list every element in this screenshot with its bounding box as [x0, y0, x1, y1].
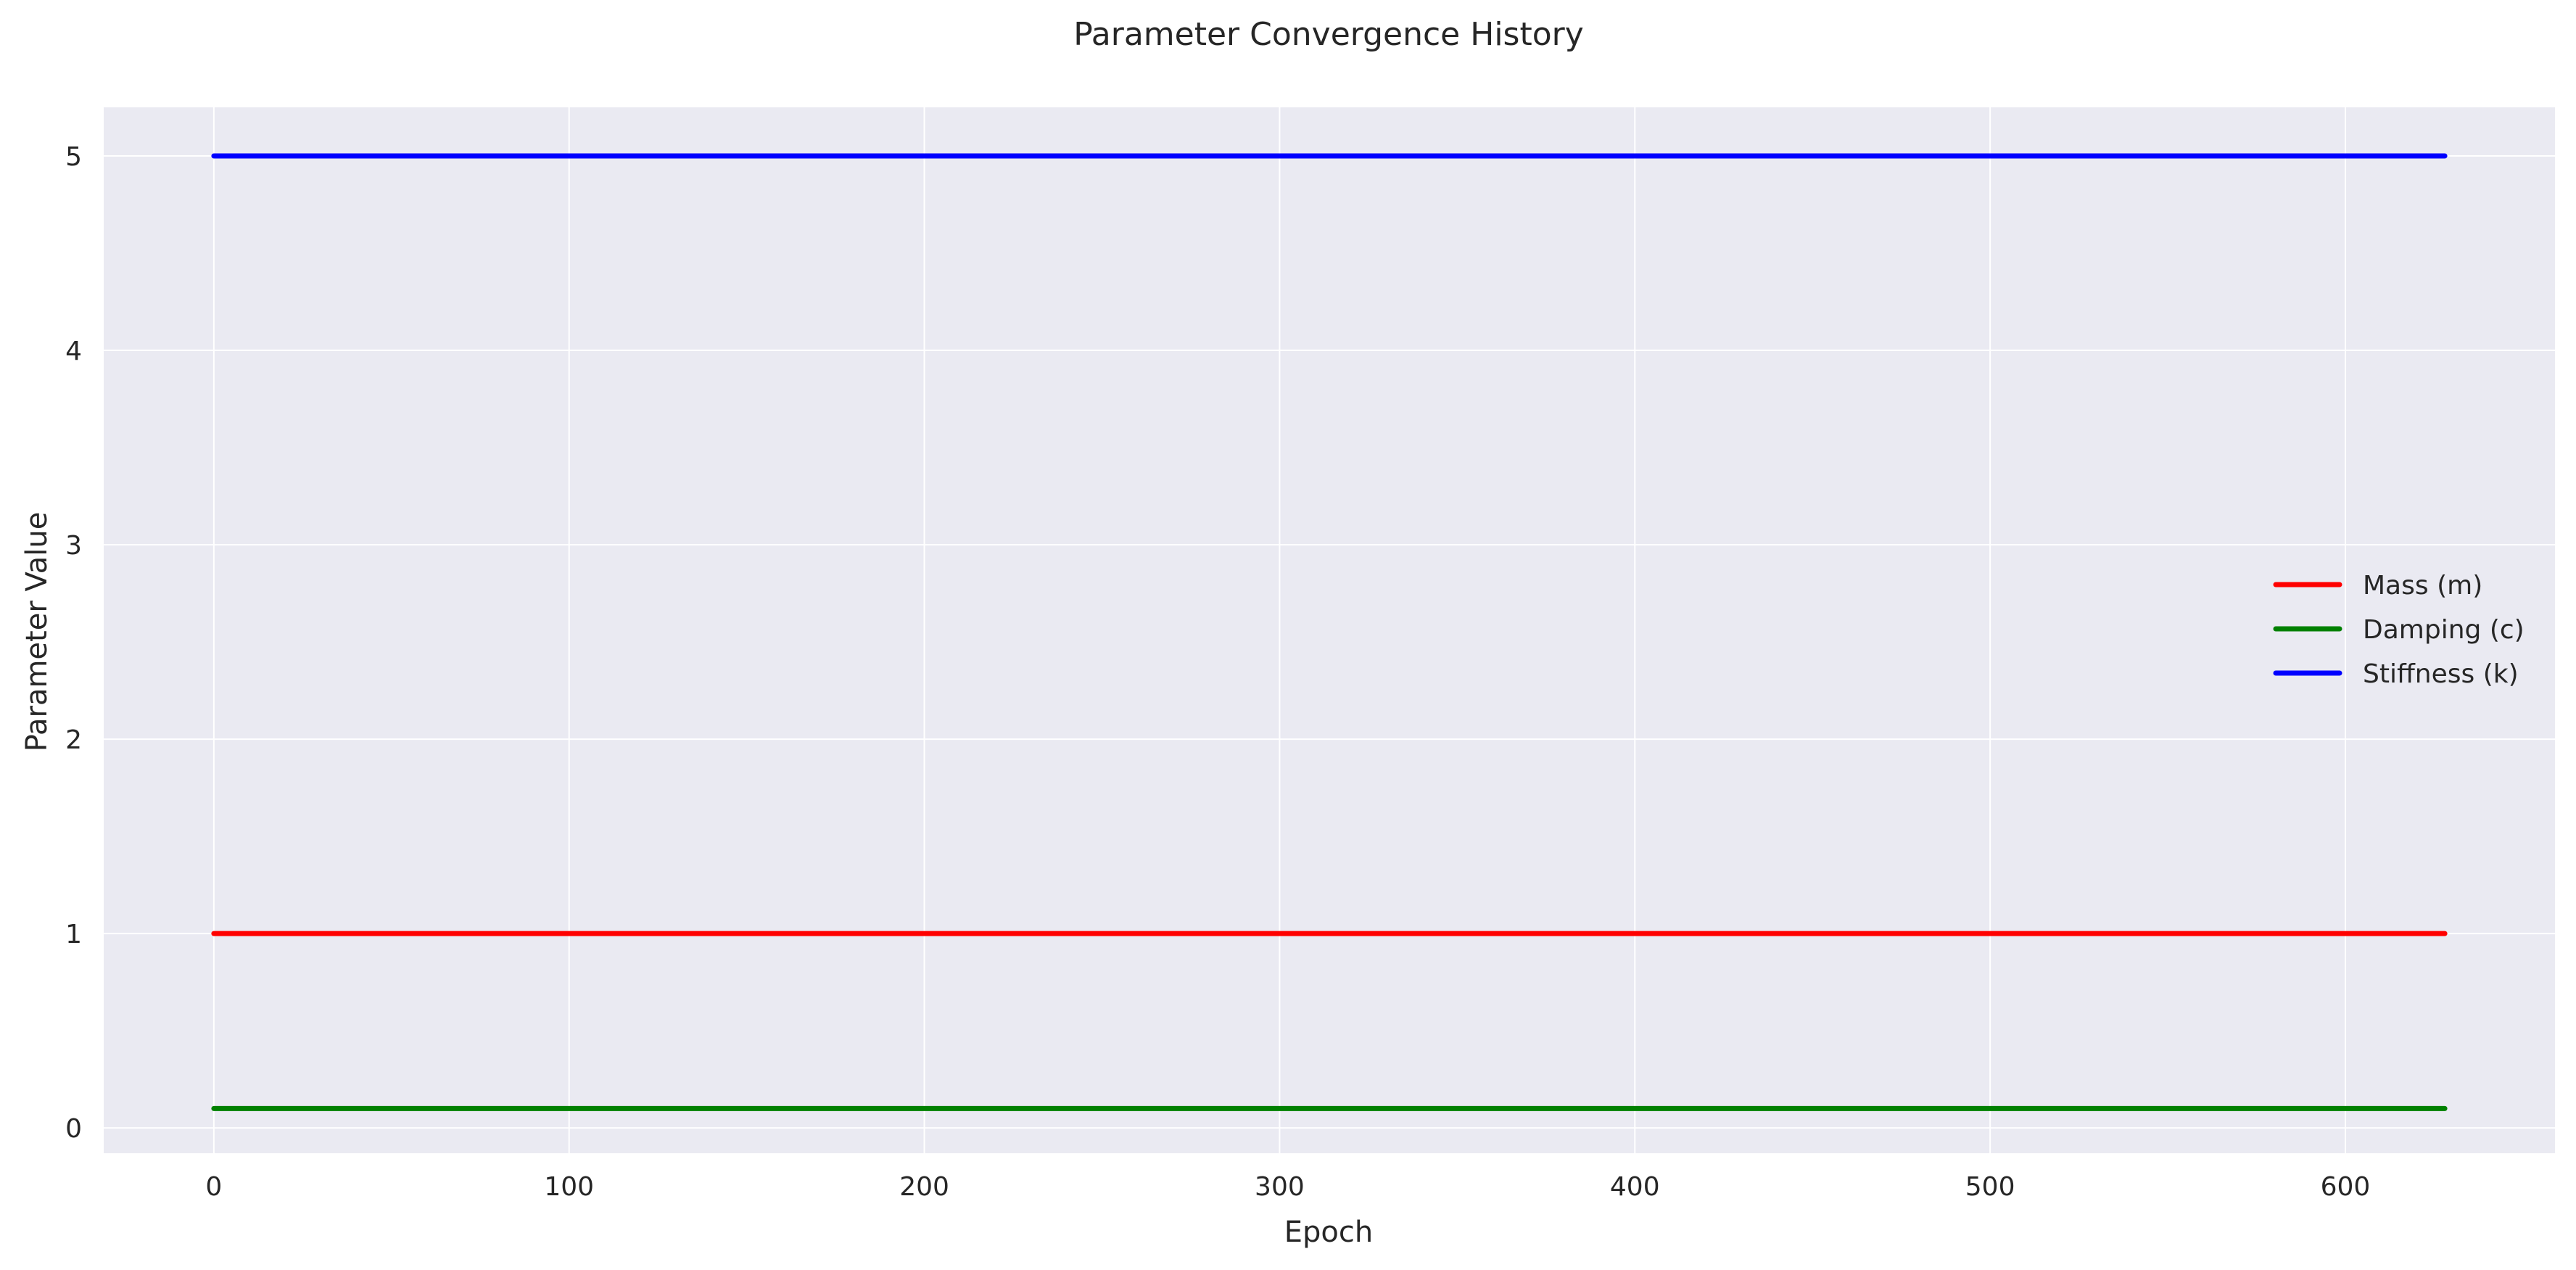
- y-axis-ticks: 0 1 2 3 4 5: [65, 142, 82, 1144]
- x-tick-label: 400: [1610, 1172, 1660, 1202]
- y-tick-label: 2: [65, 725, 82, 755]
- y-tick-label: 1: [65, 920, 82, 949]
- x-tick-label: 200: [899, 1172, 949, 1202]
- x-axis-label: Epoch: [1284, 1216, 1373, 1249]
- x-tick-label: 100: [544, 1172, 594, 1202]
- y-tick-label: 0: [65, 1114, 82, 1144]
- x-axis-ticks: 0 100 200 300 400 500 600: [205, 1172, 2370, 1202]
- x-tick-label: 500: [1965, 1172, 2015, 1202]
- y-tick-label: 3: [65, 531, 82, 561]
- chart-title: Parameter Convergence History: [1073, 16, 1584, 53]
- plot-area: [104, 107, 2555, 1153]
- legend-label: Mass (m): [2363, 571, 2482, 601]
- y-axis-label: Parameter Value: [20, 512, 54, 752]
- y-tick-label: 5: [65, 142, 82, 172]
- legend: Mass (m) Damping (c) Stiffness (k): [2273, 571, 2525, 689]
- x-tick-label: 300: [1255, 1172, 1305, 1202]
- y-tick-label: 4: [65, 337, 82, 366]
- x-tick-label: 0: [205, 1172, 222, 1202]
- x-tick-label: 600: [2321, 1172, 2371, 1202]
- legend-label: Damping (c): [2363, 615, 2525, 645]
- legend-label: Stiffness (k): [2363, 659, 2519, 689]
- series-lines: [211, 153, 2448, 1111]
